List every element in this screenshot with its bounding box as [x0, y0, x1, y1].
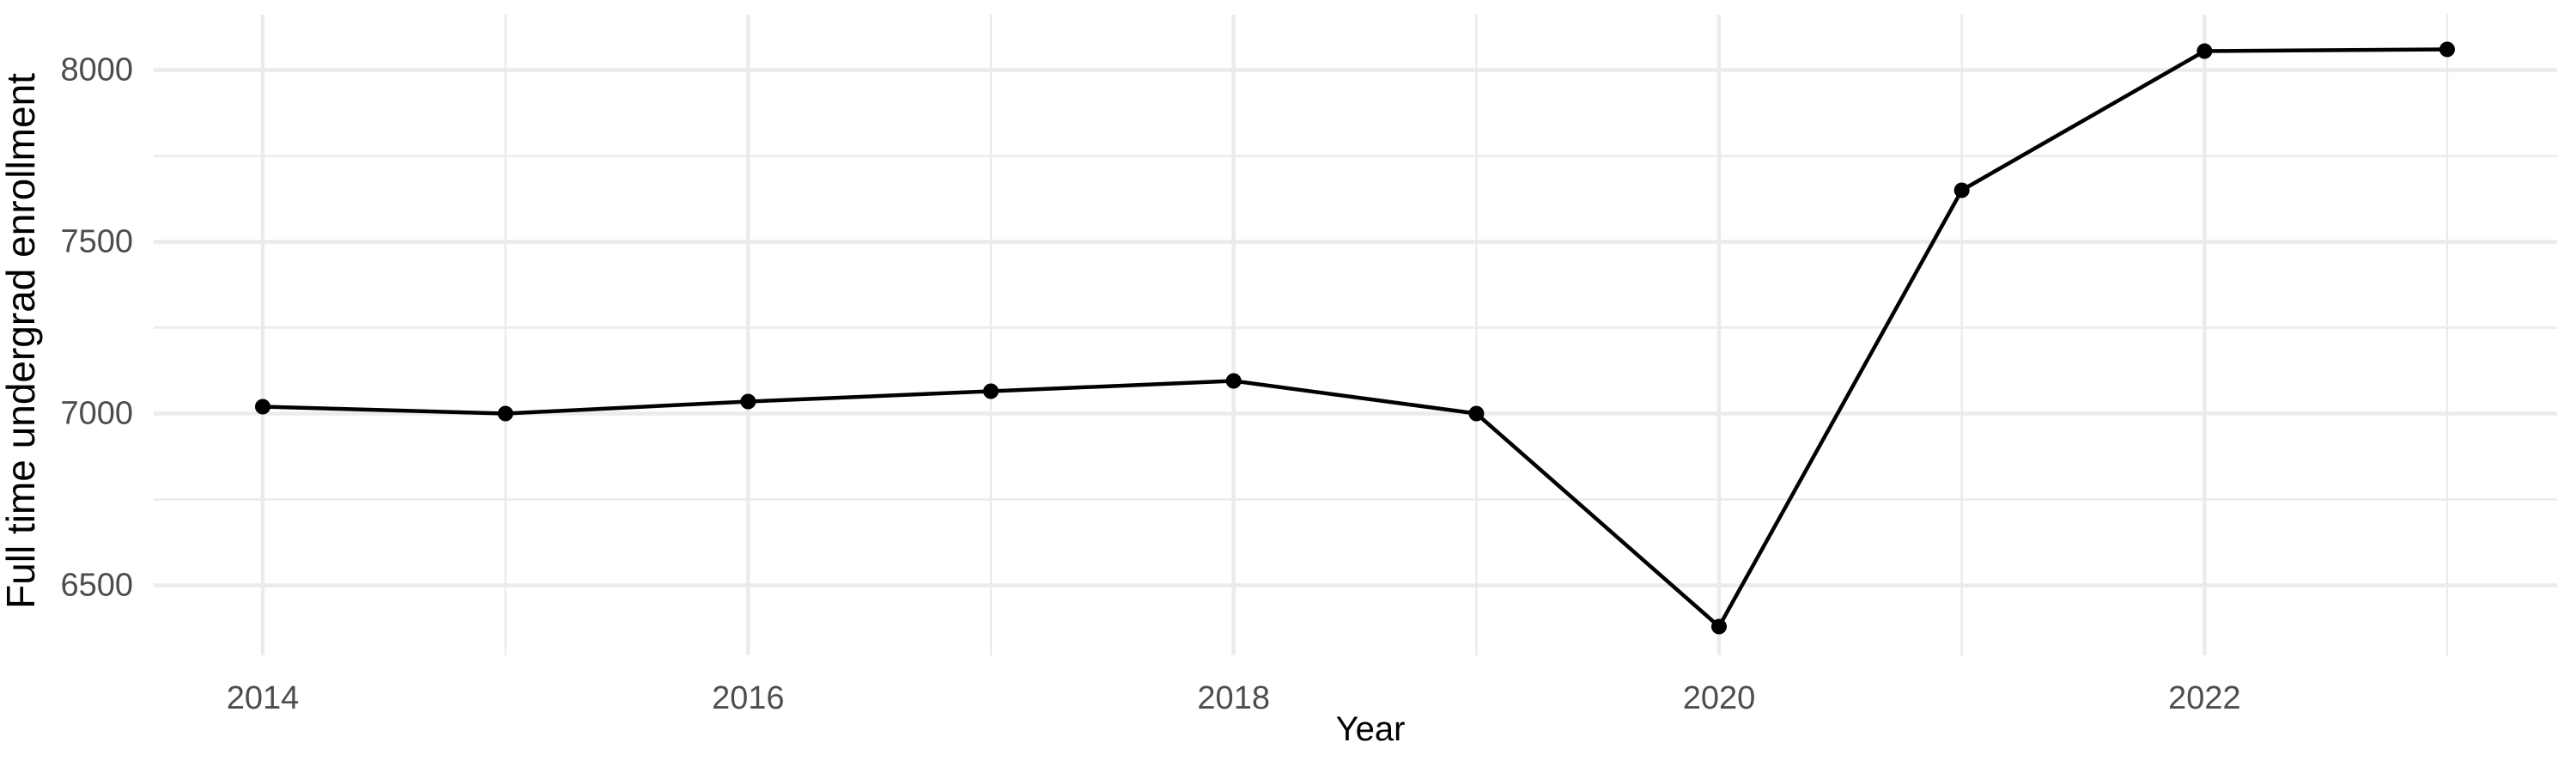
- svg-text:2016: 2016: [712, 680, 785, 716]
- svg-text:2020: 2020: [1683, 680, 1756, 716]
- svg-text:Year: Year: [1336, 710, 1406, 748]
- svg-text:2014: 2014: [227, 680, 300, 716]
- svg-text:2022: 2022: [2168, 680, 2241, 716]
- svg-text:Full time undergrad enrollment: Full time undergrad enrollment: [0, 73, 43, 609]
- svg-text:8000: 8000: [60, 52, 133, 88]
- svg-text:7000: 7000: [60, 396, 133, 432]
- svg-text:7500: 7500: [60, 224, 133, 260]
- svg-text:2018: 2018: [1197, 680, 1270, 716]
- svg-text:6500: 6500: [60, 568, 133, 604]
